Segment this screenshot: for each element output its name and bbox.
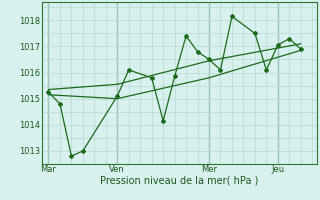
X-axis label: Pression niveau de la mer( hPa ): Pression niveau de la mer( hPa ) xyxy=(100,176,258,186)
